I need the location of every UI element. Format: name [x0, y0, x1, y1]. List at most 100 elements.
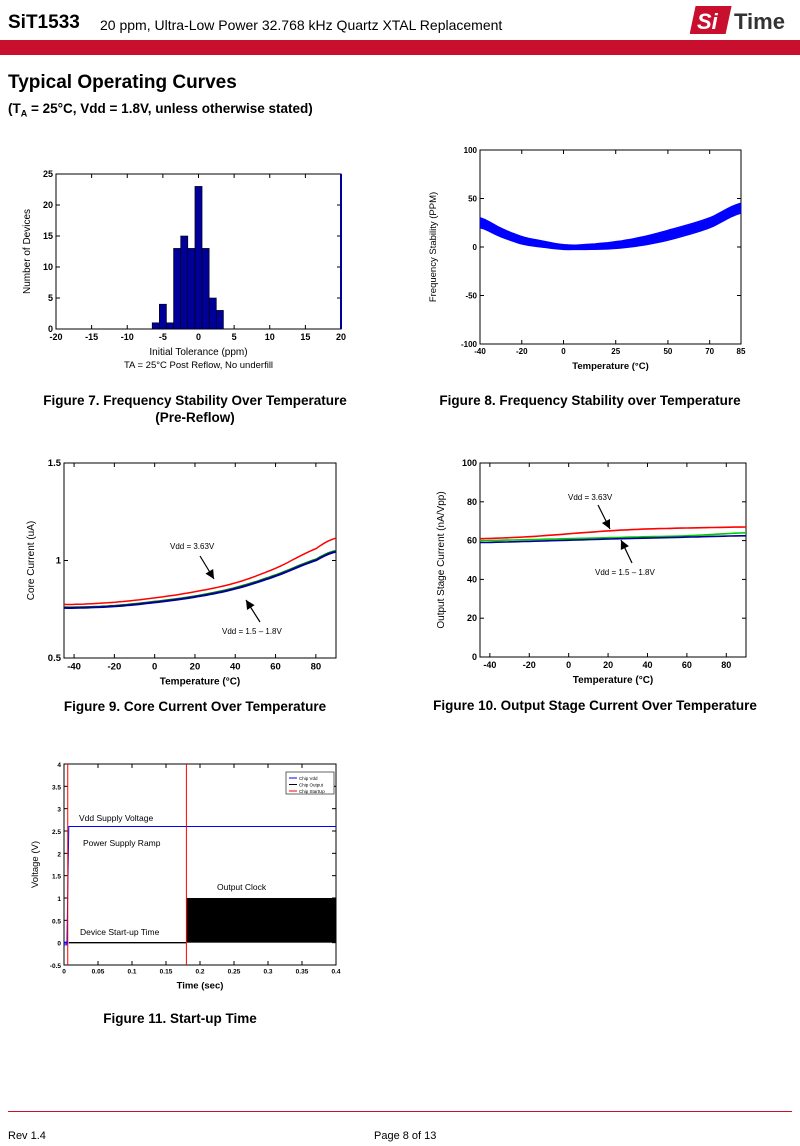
fig7-ylabel: Number of Devices	[22, 209, 33, 294]
fig7-xtick-label: 0	[196, 332, 201, 342]
fig10-chart: -40 -20 0 20 40 60 80 0 20 40 60 80 100 Temperature (…	[436, 458, 747, 686]
fig7-ytick-label: 0	[48, 324, 53, 334]
fig10-caption: Figure 10. Output Stage Current Over Tem…	[433, 698, 757, 713]
fig11-xtick-label: 0	[62, 969, 66, 976]
histogram-bar	[166, 322, 174, 330]
fig8-xtick-label: 70	[705, 347, 714, 356]
fig9-ytick-label: 0.5	[48, 653, 62, 664]
fig11-xlabel: Time (sec)	[177, 981, 224, 992]
fig7-histogram: -20 -15 -10 -5 0 5 10 15 20 0 5 10 15 20 25 Initial Tol…	[22, 169, 346, 371]
fig10-xtick-label: -40	[483, 660, 496, 670]
fig11-ytick-label: 2	[57, 851, 61, 858]
document-subtitle: 20 ppm, Ultra-Low Power 32.768 kHz Quart…	[100, 17, 503, 33]
fig11-xtick-label: 0.25	[228, 969, 241, 976]
fig9-annotation-low: Vdd = 1.5 – 1.8V	[222, 627, 282, 636]
fig7-xtick-label: 20	[336, 332, 346, 342]
stability-curve	[479, 212, 742, 251]
fig11-xtick-label: 0.05	[92, 969, 105, 976]
histogram-bar	[187, 248, 196, 330]
revision-label: Rev 1.4	[8, 1130, 46, 1142]
fig11-ylabel: Voltage (V)	[30, 841, 41, 888]
fig11-xtick-label: 0.4	[331, 969, 340, 976]
fig7-xtick-label: 15	[300, 332, 310, 342]
fig7-ytick-label: 15	[43, 231, 53, 241]
fig8-xtick-label: 25	[611, 347, 620, 356]
fig11-xtick-label: 0.35	[296, 969, 309, 976]
fig11-legend-label: Chip Vdd	[299, 776, 318, 781]
fig9-xtick-label: 40	[230, 662, 241, 673]
core-current-curve	[63, 550, 337, 609]
output-current-curve	[479, 532, 747, 542]
fig8-xtick-label: 50	[663, 347, 672, 356]
fig7-note: TA = 25°C Post Reflow, No underfill	[124, 360, 273, 371]
fig8-xtick-label: 85	[737, 347, 746, 356]
fig7-xtick-label: -5	[159, 332, 167, 342]
stability-curve	[479, 202, 742, 247]
fig8-xtick-label: 0	[561, 347, 566, 356]
annotation-output-clock: Output Clock	[217, 882, 267, 892]
histogram-bar	[159, 303, 167, 330]
fig11-xtick-label: 0.15	[160, 969, 173, 976]
fig9-xlabel: Temperature (°C)	[160, 677, 241, 688]
fig7-ytick-label: 5	[48, 293, 53, 303]
fig10-ytick-label: 80	[467, 497, 477, 507]
histogram-bar	[194, 186, 203, 330]
fig10-xtick-label: -20	[523, 660, 536, 670]
fig10-ytick-label: 100	[462, 458, 477, 468]
fig10-xtick-label: 40	[642, 660, 652, 670]
output-clock-trace	[186, 898, 336, 943]
fig10-xtick-label: 80	[721, 660, 731, 670]
fig9-xtick-label: 0	[152, 662, 157, 673]
fig9-chart: -40 -20 0 20 40 60 80 0.5 1 1.5 Temperature (°C) Co…	[26, 458, 337, 688]
fig10-ytick-label: 20	[467, 613, 477, 623]
fig7-xtick-label: -20	[49, 332, 62, 342]
fig7-xtick-label: 5	[232, 332, 237, 342]
fig7-ytick-label: 25	[43, 169, 53, 179]
fig11-legend-label: Chip StartUp	[299, 789, 325, 794]
fig7-caption: Figure 7. Frequency Stability Over Tempe…	[43, 393, 347, 425]
core-current-curve	[63, 537, 337, 606]
fig7-xtick-label: -15	[85, 332, 98, 342]
fig11-ytick-label: 1.5	[52, 874, 61, 881]
fig11-ytick-label: 4	[57, 762, 61, 769]
fig8-xtick-label: -20	[516, 347, 528, 356]
histogram-bar	[151, 322, 160, 330]
fig7-ytick-label: 10	[43, 262, 53, 272]
fig9-xtick-label: 20	[190, 662, 201, 673]
fig10-ylabel: Output Stage Current (nA/Vpp)	[436, 491, 447, 628]
fig8-ytick-label: 50	[468, 195, 477, 204]
fig9-caption: Figure 9. Core Current Over Temperature	[63, 699, 327, 714]
fig9-arrow-low-head	[246, 600, 255, 611]
fig11-ytick-label: 0.5	[52, 918, 61, 925]
annotation-power-ramp: Power Supply Ramp	[83, 838, 161, 848]
fig8-ytick-label: -50	[465, 292, 477, 301]
page-number: Page 8 of 13	[374, 1130, 437, 1142]
fig9-xtick-label: 80	[311, 662, 322, 673]
svg-text:Time: Time	[734, 9, 785, 34]
header-bar	[0, 40, 800, 55]
fig10-plot-frame	[479, 462, 747, 658]
fig9-arrow-high-head	[205, 568, 214, 579]
fig9-ylabel: Core Current (uA)	[26, 521, 37, 600]
histogram-bar	[208, 297, 217, 330]
section-title: Typical Operating Curves	[8, 72, 237, 93]
fig10-ytick-label: 60	[467, 536, 477, 546]
fig10-xtick-label: 60	[682, 660, 692, 670]
fig8-caption: Figure 8. Frequency Stability over Tempe…	[439, 393, 741, 408]
fig10-ytick-label: 40	[467, 574, 477, 584]
fig11-caption: Figure 11. Start-up Time	[103, 1011, 257, 1026]
fig11-ytick-label: 1	[57, 896, 61, 903]
fig8-ytick-label: 100	[464, 146, 478, 155]
fig11-ytick-label: 2.5	[52, 829, 61, 836]
fig11-ytick-label: -0.5	[50, 963, 62, 970]
fig11-xtick-label: 0.2	[195, 969, 204, 976]
fig10-arrow-low-head	[620, 540, 629, 551]
svg-text:Si: Si	[697, 9, 719, 34]
fig10-xtick-label: 0	[566, 660, 571, 670]
fig8-chart: -40 -20 0 25 50 70 85 -100 -50 0 50 100 Temperature …	[428, 146, 746, 372]
fig8-xlabel: Temperature (°C)	[572, 361, 648, 372]
conditions-note: (TA = 25°C, Vdd = 1.8V, unless otherwise…	[8, 101, 313, 119]
stability-curve	[479, 204, 742, 247]
fig9-ytick-label: 1.5	[48, 458, 62, 469]
fig9-plot-frame	[63, 462, 337, 659]
